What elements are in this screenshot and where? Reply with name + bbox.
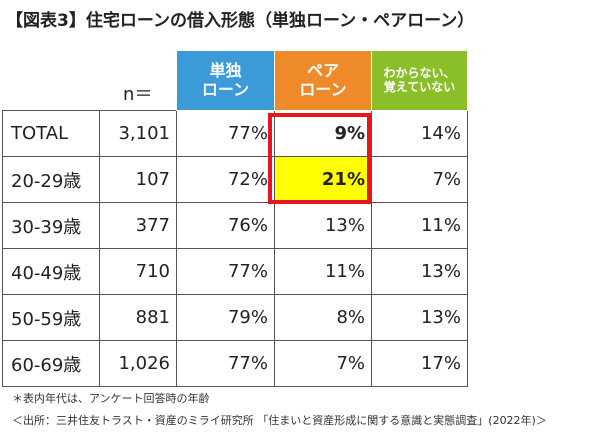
pair-loan-value: 13% <box>274 202 372 249</box>
age-note: ＊表内年代は、アンケート回答時の年齢 <box>12 392 210 405</box>
row-label: 60-69歳 <box>2 340 100 387</box>
n-value: 107 <box>99 156 177 203</box>
table-row: 50-59歳 881 79% 8% 13% <box>2 294 468 341</box>
header-row: n＝ 単独 ローン ペア ローン わからない、 覚えていない <box>3 50 468 111</box>
data-table: n＝ 単独 ローン ペア ローン わからない、 覚えていない TOTAL 3,10… <box>2 50 468 387</box>
table-row: 20-29歳 107 72% 21% 7% <box>2 156 468 203</box>
single-loan-value: 76% <box>176 202 275 249</box>
pair-loan-value: 21% <box>274 156 372 203</box>
row-label: 40-49歳 <box>2 248 100 295</box>
table-row: 60-69歳 1,026 77% 7% 17% <box>2 340 468 387</box>
row-label: 20-29歳 <box>2 156 100 203</box>
column-header-line: ローン <box>201 79 250 99</box>
table-row: TOTAL 3,101 77% 9% 14% <box>2 110 468 157</box>
unknown-value: 17% <box>371 340 468 387</box>
single-loan-value: 72% <box>176 156 275 203</box>
column-header-line: 覚えていない <box>383 79 456 94</box>
unknown-value: 14% <box>371 110 468 157</box>
pair-loan-value: 7% <box>274 340 372 387</box>
chart-title: 【図表3】住宅ローンの借入形態（単独ローン・ペアローン） <box>6 11 475 31</box>
pair-loan-value: 8% <box>274 294 372 341</box>
column-header-unknown: わからない、 覚えていない <box>371 50 468 111</box>
column-header-line: わからない、 <box>383 65 456 80</box>
single-loan-value: 77% <box>176 248 275 295</box>
pair-loan-value: 11% <box>274 248 372 295</box>
n-value: 1,026 <box>99 340 177 387</box>
row-label: 30-39歳 <box>2 202 100 249</box>
pair-loan-value: 9% <box>274 110 372 157</box>
n-value: 3,101 <box>99 110 177 157</box>
row-label: TOTAL <box>2 110 100 157</box>
n-header: n＝ <box>123 84 153 105</box>
unknown-value: 11% <box>371 202 468 249</box>
unknown-value: 13% <box>371 248 468 295</box>
single-loan-value: 77% <box>176 110 275 157</box>
source-note: ＜出所：三井住友トラスト・資産のミライ研究所 「住まいと資産形成に関する意識と実… <box>12 414 547 427</box>
header-blank <box>3 51 100 111</box>
column-header-line: 単独 <box>209 61 242 81</box>
table-row: 30-39歳 377 76% 13% 11% <box>2 202 468 249</box>
column-header-single-loan: 単独 ローン <box>176 50 275 111</box>
column-header-pair-loan: ペア ローン <box>274 50 372 111</box>
table-row: 40-49歳 710 77% 11% 13% <box>2 248 468 295</box>
n-value: 377 <box>99 202 177 249</box>
single-loan-value: 79% <box>176 294 275 341</box>
n-value: 881 <box>99 294 177 341</box>
row-label: 50-59歳 <box>2 294 100 341</box>
unknown-value: 13% <box>371 294 468 341</box>
column-header-line: ローン <box>299 79 347 99</box>
unknown-value: 7% <box>371 156 468 203</box>
single-loan-value: 77% <box>176 340 275 387</box>
column-header-line: ペア <box>306 61 339 81</box>
n-value: 710 <box>99 248 177 295</box>
